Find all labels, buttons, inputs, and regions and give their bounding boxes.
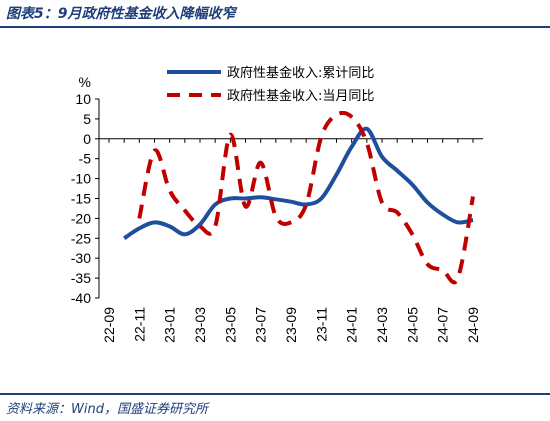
x-tick-label: 23-07 — [253, 307, 269, 343]
x-tick-label: 23-09 — [283, 307, 299, 343]
y-tick-label: -10 — [71, 171, 91, 187]
source-rule — [0, 393, 550, 395]
line-chart: 10 5 0 -5 -10 -15 -20 -25 -30 -35 -40% 22-09 22-11 23… — [71, 65, 483, 343]
title-rule — [0, 26, 550, 28]
series-layer — [123, 110, 475, 285]
y-tick-label: 5 — [83, 111, 91, 127]
legend-label-monthly: 政府性基金收入:当月同比 — [227, 88, 374, 104]
x-tick-label: 24-01 — [344, 307, 360, 343]
x-tick-label: 24-05 — [404, 307, 420, 343]
x-tick-label: 23-03 — [192, 307, 208, 343]
x-tick-label: 24-07 — [435, 307, 451, 343]
series-line-monthly — [137, 110, 475, 285]
x-tick-label: 23-05 — [222, 307, 238, 343]
x-tick-label: 24-09 — [465, 307, 481, 343]
legend-label-cumulative: 政府性基金收入:累计同比 — [227, 65, 374, 81]
x-tick-label: 23-01 — [162, 307, 178, 343]
y-tick-label: -20 — [71, 210, 91, 226]
x-tick-label: 23-11 — [313, 307, 329, 342]
y-tick-label: -35 — [71, 270, 91, 286]
series-line-cumulative — [123, 126, 474, 240]
y-tick-label: 10 — [75, 91, 91, 107]
y-tick-label: -30 — [71, 250, 91, 266]
x-tick-label: 22-09 — [101, 307, 117, 343]
y-tick-label: -15 — [71, 191, 91, 207]
x-tick-label: 22-11 — [131, 307, 147, 342]
figure-title: 图表5：9月政府性基金收入降幅收窄 — [6, 6, 236, 22]
y-tick-label: -40 — [71, 290, 91, 306]
y-tick-label: -5 — [79, 151, 92, 167]
x-tick-label: 24-03 — [374, 307, 390, 343]
y-axis-unit: % — [79, 74, 91, 90]
y-tick-label: -25 — [71, 230, 91, 246]
axes: 10 5 0 -5 -10 -15 -20 -25 -30 -35 -40% 22-09 22-11 23… — [71, 74, 483, 343]
source-note: 资料来源：Wind，国盛证券研究所 — [6, 402, 208, 417]
y-tick-label: 0 — [83, 131, 91, 147]
